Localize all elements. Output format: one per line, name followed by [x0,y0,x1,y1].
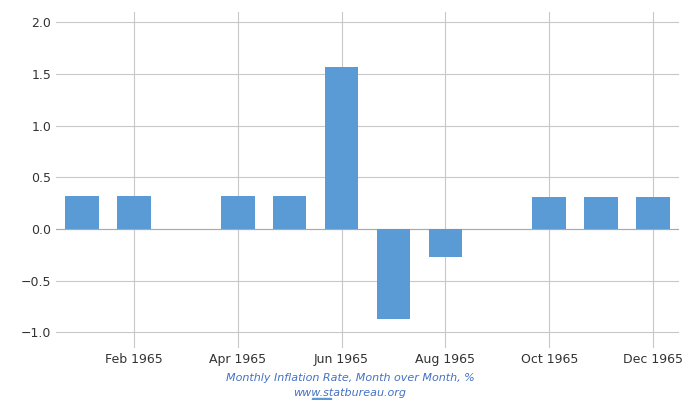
Bar [584,197,618,229]
Bar [117,196,150,229]
Bar [220,196,255,229]
Legend: France, 1965: France, 1965 [312,398,423,400]
Bar [273,196,307,229]
Text: Monthly Inflation Rate, Month over Month, %: Monthly Inflation Rate, Month over Month… [225,373,475,383]
Text: www.statbureau.org: www.statbureau.org [293,388,407,398]
Bar [636,197,670,229]
Bar [325,67,358,229]
Bar [377,229,410,319]
Bar [65,196,99,229]
Bar [428,229,462,257]
Bar [532,197,566,229]
